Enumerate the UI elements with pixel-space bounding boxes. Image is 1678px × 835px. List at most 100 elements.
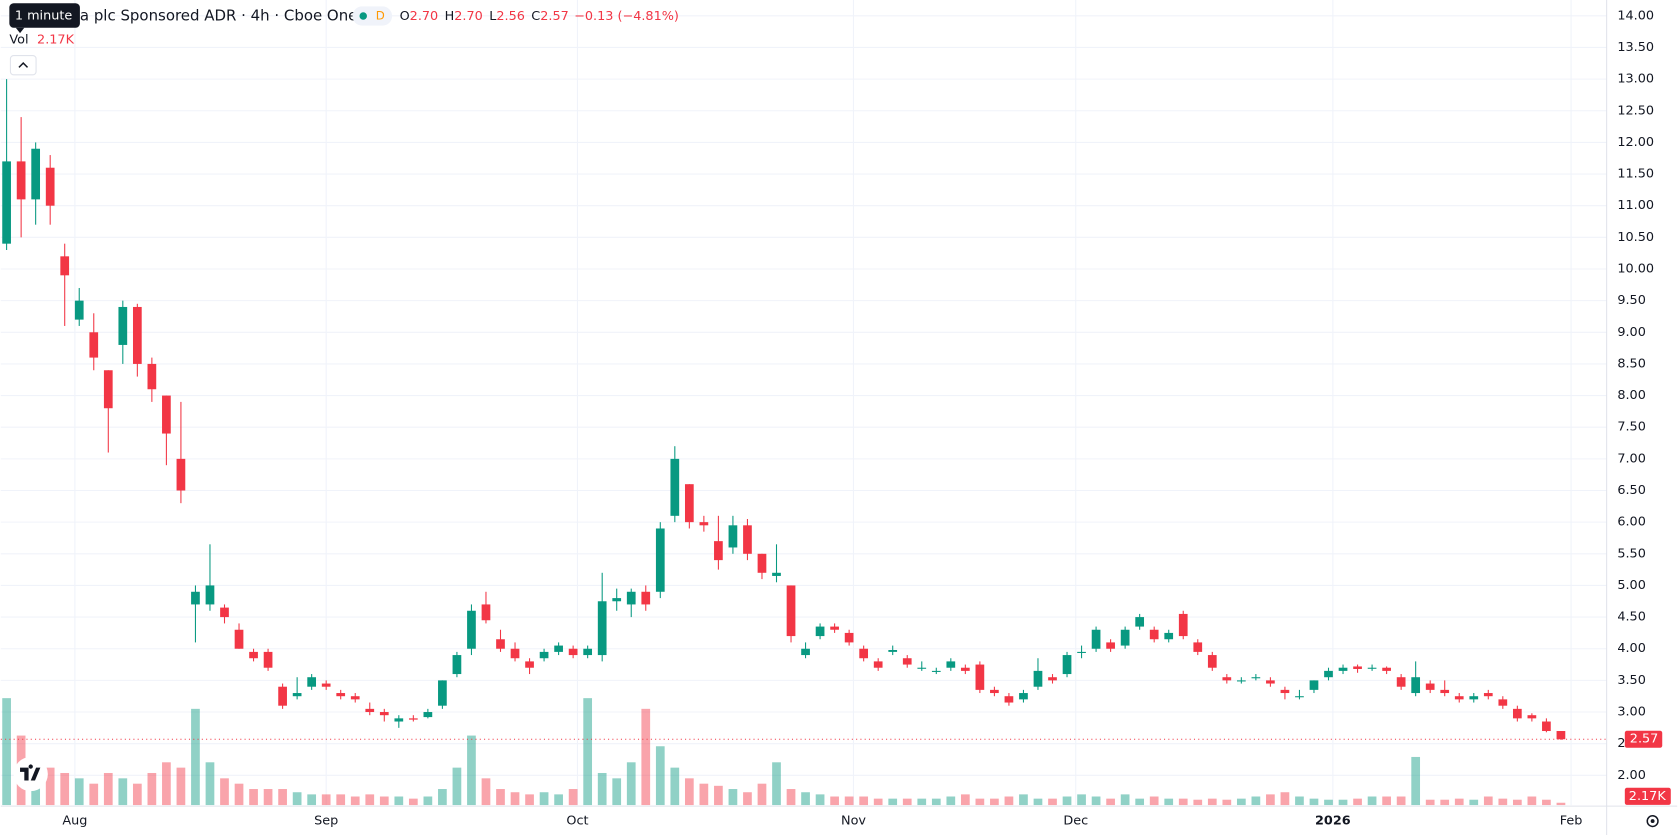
y-tick-label: 8.50 — [1617, 356, 1646, 371]
candle-body — [1048, 677, 1057, 681]
candle-body — [379, 712, 389, 716]
candle-body — [118, 306, 128, 345]
candle-body — [234, 629, 244, 649]
volume-bar — [1193, 799, 1203, 806]
volume-bar — [1266, 794, 1275, 806]
candle-body — [1469, 696, 1479, 700]
logo-bg — [13, 756, 48, 792]
chart-title: a plc Sponsored ADR · 4h · Cboe One — [80, 7, 357, 25]
volume-bar — [365, 794, 375, 806]
ohlc-key: C — [531, 9, 540, 24]
candle-body — [1542, 721, 1551, 732]
candle-body — [743, 525, 752, 554]
y-tick-label: 7.00 — [1617, 451, 1646, 466]
volume-bar — [830, 796, 839, 806]
volume-bar — [103, 772, 113, 806]
candle-body — [74, 300, 84, 320]
y-tick-label: 6.00 — [1617, 515, 1646, 530]
y-tick-label: 13.00 — [1617, 72, 1654, 87]
candle-body — [917, 667, 927, 669]
candle-body — [975, 664, 985, 690]
volume-bar — [670, 767, 680, 806]
candle-body — [728, 525, 738, 548]
x-tick-label: Dec — [1063, 814, 1088, 829]
candle-body — [496, 639, 505, 649]
candle-body — [772, 572, 781, 576]
candle-body — [45, 167, 55, 206]
logo — [20, 764, 41, 781]
volume-bar — [2, 698, 11, 806]
candle-body — [902, 658, 912, 665]
y-tick-label: 12.50 — [1617, 103, 1654, 118]
volume-bar — [1178, 798, 1188, 806]
candle-body — [655, 528, 665, 592]
volume-bar — [1498, 798, 1508, 806]
volume-bar — [1324, 799, 1333, 806]
candle-body — [539, 651, 549, 659]
volume-bar — [147, 772, 157, 806]
volume-bar — [162, 762, 171, 806]
candle-body — [597, 601, 607, 656]
candle-body — [1019, 693, 1028, 700]
candle-body — [1411, 677, 1421, 694]
volume-bar — [990, 798, 999, 806]
candle-body — [714, 541, 723, 561]
candle-body — [1512, 708, 1522, 719]
volume-bar — [1309, 798, 1319, 806]
collapse-button[interactable] — [9, 55, 37, 76]
volume-bar — [1527, 796, 1537, 806]
candle-body — [1222, 677, 1232, 681]
volume-bar — [408, 798, 418, 806]
candle-body — [1338, 667, 1348, 671]
volume-bar — [510, 792, 520, 806]
volume-bar — [844, 796, 854, 806]
ohlc-key: O — [400, 9, 410, 24]
volume-bar — [60, 772, 70, 806]
volume-bar — [1077, 794, 1086, 806]
candle-body — [1033, 670, 1043, 687]
candle-body — [132, 306, 142, 364]
x-tick-label: Feb — [1560, 814, 1583, 829]
volume-bar — [699, 783, 709, 806]
candle-body — [1251, 677, 1261, 679]
tooltip-text: 1 minute — [15, 9, 73, 24]
volume-bar — [481, 778, 491, 806]
volume-bar — [1440, 799, 1450, 806]
volume-bar — [1367, 796, 1377, 806]
candle-body — [873, 661, 883, 668]
volume-bar — [394, 796, 404, 806]
volume-bar — [626, 762, 636, 806]
candle-body — [263, 651, 273, 668]
volume-bar — [1048, 798, 1057, 806]
y-tick-label: 2.00 — [1617, 768, 1646, 783]
candles — [2, 79, 1566, 740]
candle-body — [1353, 666, 1362, 669]
volume-bar — [960, 794, 970, 806]
volume-bar — [888, 798, 898, 806]
settings-icon[interactable] — [1646, 815, 1659, 828]
axes: 2.002.503.003.504.004.505.005.506.006.50… — [0, 8, 1671, 829]
candle-body — [1309, 680, 1319, 690]
y-tick-label: 4.50 — [1617, 610, 1646, 625]
candle-body — [641, 591, 651, 605]
candle-body — [510, 648, 520, 659]
x-tick-label: 2026 — [1315, 814, 1351, 829]
candle-body — [103, 370, 113, 409]
candle-body — [554, 645, 563, 652]
candle-body — [626, 591, 636, 605]
candle-body — [757, 553, 767, 573]
volume-bar — [1280, 792, 1290, 806]
volume-bar — [1207, 798, 1217, 806]
badge-label: D — [376, 9, 385, 23]
candle-body — [1382, 667, 1391, 671]
volume-bar — [452, 767, 462, 806]
volume-bar — [205, 762, 215, 806]
tooltip — [9, 3, 80, 28]
volume-bar — [568, 789, 578, 806]
volume-bar — [583, 698, 593, 806]
candle-body — [1120, 629, 1130, 646]
y-tick-label: 14.00 — [1617, 8, 1654, 23]
x-tick-label: Aug — [62, 814, 87, 829]
candle-body — [220, 607, 229, 618]
candle-body — [946, 661, 956, 668]
